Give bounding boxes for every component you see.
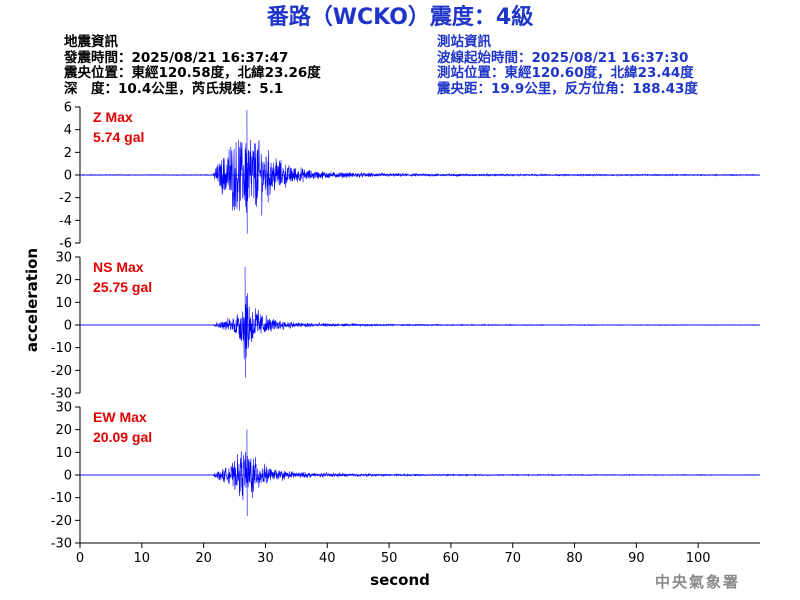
y-tick-label: -2: [59, 191, 72, 206]
y-tick-label: -10: [51, 341, 72, 356]
y-tick-label: 10: [55, 446, 72, 461]
y-tick-label: 4: [64, 123, 72, 138]
y-tick-label: 0: [64, 169, 72, 184]
channel-label: EW Max: [93, 409, 147, 425]
y-tick-label: -30: [51, 537, 72, 552]
x-tick-label: 40: [319, 551, 336, 566]
station-location: 測站位置：東經120.60度，北緯23.44度: [437, 65, 694, 81]
x-tick-label: 0: [76, 551, 84, 566]
x-tick-label: 80: [566, 551, 583, 566]
y-tick-label: 20: [55, 273, 72, 288]
wave-start-time: 波線起始時間：2025/08/21 16:37:30: [437, 49, 689, 66]
waveform-trace-ns: [79, 266, 760, 378]
y-tick-label: -4: [59, 214, 72, 229]
y-tick-label: -30: [51, 387, 72, 402]
max-value-label: 20.09 gal: [93, 429, 152, 445]
y-tick-label: 30: [55, 401, 72, 416]
x-tick-label: 50: [381, 551, 398, 566]
y-tick-label: 2: [64, 146, 72, 161]
x-tick-label: 20: [195, 551, 212, 566]
x-axis-label: second: [370, 571, 430, 589]
y-tick-label: 0: [64, 469, 72, 484]
x-tick-label: 30: [257, 551, 274, 566]
y-tick-label: -6: [59, 237, 72, 252]
y-tick-label: -20: [51, 514, 72, 529]
y-tick-label: -10: [51, 491, 72, 506]
x-tick-label: 90: [628, 551, 645, 566]
depth-magnitude: 深 度：10.4公里，芮氏規模：5.1: [64, 80, 284, 97]
y-tick-label: 20: [55, 423, 72, 438]
x-tick-label: 100: [686, 551, 711, 566]
channel-label: NS Max: [93, 259, 144, 275]
epicentral-distance: 震央距：19.9公里，反方位角：188.43度: [437, 80, 698, 97]
y-tick-label: 6: [64, 101, 72, 116]
waveform-trace-z: [79, 109, 760, 234]
max-value-label: 25.75 gal: [93, 279, 152, 295]
epicenter: 震央位置：東經120.58度，北緯23.26度: [64, 65, 321, 81]
quake-info-heading: 地震資訊: [64, 34, 118, 50]
channel-label: Z Max: [93, 109, 133, 125]
y-tick-label: 30: [55, 251, 72, 266]
station-info-heading: 測站資訊: [437, 34, 491, 50]
max-value-label: 5.74 gal: [93, 129, 144, 145]
quake-info: 地震資訊 發震時間：2025/08/21 16:37:47 震央位置：東經120…: [64, 34, 321, 97]
agency-logo-text: 中央氣象署: [655, 573, 741, 591]
station-info: 測站資訊 波線起始時間：2025/08/21 16:37:30 測站位置：東經1…: [437, 34, 698, 97]
x-tick-label: 60: [443, 551, 460, 566]
y-tick-label: -20: [51, 364, 72, 379]
x-tick-label: 70: [504, 551, 521, 566]
origin-time: 發震時間：2025/08/21 16:37:47: [64, 49, 289, 66]
y-tick-label: 0: [64, 319, 72, 334]
y-axis-label: acceleration: [23, 248, 41, 352]
x-tick-label: 10: [134, 551, 151, 566]
waveform-trace-ew: [79, 429, 760, 516]
y-tick-label: 10: [55, 296, 72, 311]
page-title: 番路（WCKO）震度：4級: [266, 5, 534, 30]
